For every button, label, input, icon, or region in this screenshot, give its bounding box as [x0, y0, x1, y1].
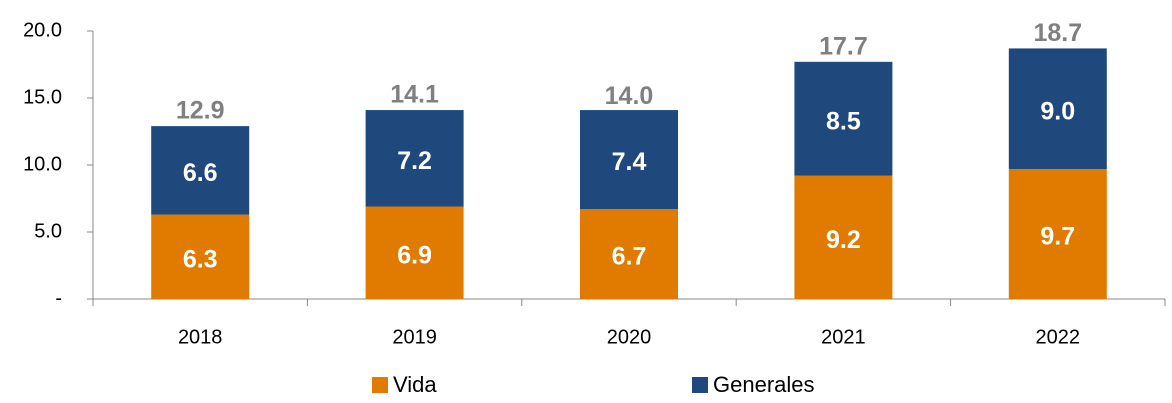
bar-segment — [151, 214, 250, 299]
bar-segment — [794, 61, 893, 176]
data-label: 8.5 — [826, 107, 861, 135]
total-label: 18.7 — [1033, 19, 1082, 47]
total-label: 14.0 — [605, 82, 654, 110]
legend-swatch — [692, 377, 708, 393]
bar-segment — [580, 209, 678, 299]
legend-label: Vida — [393, 372, 437, 397]
bar-segment — [1008, 169, 1107, 299]
data-label: 6.7 — [612, 243, 647, 271]
x-tick-label: 2020 — [607, 326, 652, 348]
bar-segment — [365, 110, 464, 207]
bar-segment — [1008, 48, 1107, 170]
y-tick-label: 5.0 — [34, 220, 62, 242]
x-tick-label: 2021 — [821, 326, 866, 348]
data-label: 6.9 — [397, 241, 432, 269]
y-tick-label: 10.0 — [23, 153, 62, 175]
x-tick-label: 2022 — [1036, 326, 1081, 348]
total-label: 17.7 — [819, 32, 868, 60]
x-tick-label: 2018 — [178, 326, 223, 348]
data-label: 6.6 — [183, 159, 218, 187]
bar-segment — [580, 110, 678, 210]
data-label: 7.4 — [612, 148, 647, 176]
y-tick-label: 15.0 — [23, 86, 62, 108]
bar-segment — [365, 206, 464, 299]
legend-label: Generales — [713, 372, 815, 397]
legend-swatch — [372, 377, 388, 393]
total-label: 12.9 — [176, 97, 225, 125]
data-label: 6.3 — [183, 245, 218, 273]
data-label: 9.2 — [826, 226, 861, 254]
data-label: 9.0 — [1040, 97, 1075, 125]
bar-segment — [794, 175, 893, 299]
y-tick-label: - — [55, 287, 62, 309]
total-label: 14.1 — [390, 81, 439, 109]
y-tick-label: 20.0 — [23, 19, 62, 41]
bar-segment — [151, 126, 250, 215]
data-label: 9.7 — [1040, 223, 1075, 251]
x-tick-label: 2019 — [392, 326, 437, 348]
data-label: 7.2 — [397, 147, 432, 175]
